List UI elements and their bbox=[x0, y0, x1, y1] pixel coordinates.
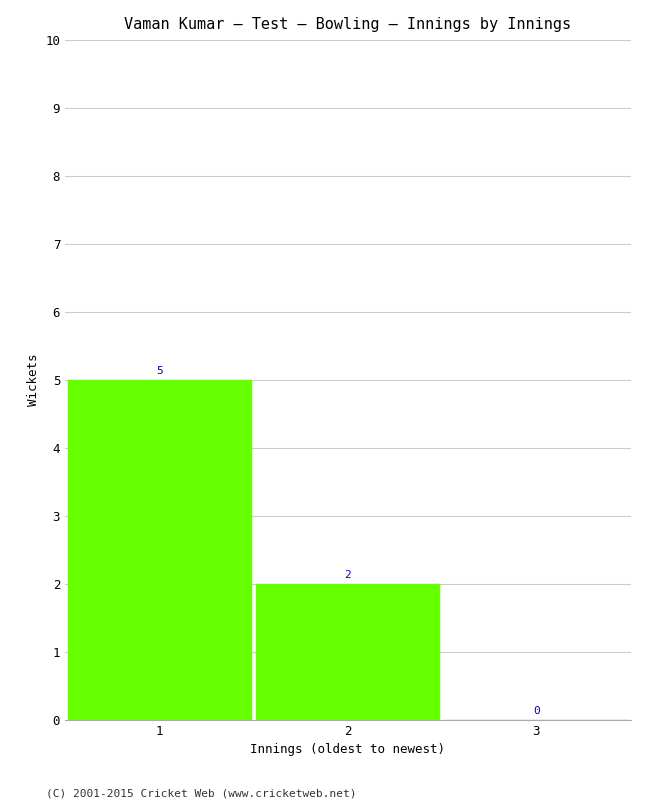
Title: Vaman Kumar – Test – Bowling – Innings by Innings: Vaman Kumar – Test – Bowling – Innings b… bbox=[124, 17, 571, 32]
Text: (C) 2001-2015 Cricket Web (www.cricketweb.net): (C) 2001-2015 Cricket Web (www.cricketwe… bbox=[46, 788, 356, 798]
Text: 0: 0 bbox=[533, 706, 540, 716]
Bar bbox=[256, 584, 439, 720]
Text: 2: 2 bbox=[344, 570, 351, 580]
Bar bbox=[68, 380, 251, 720]
Y-axis label: Wickets: Wickets bbox=[27, 354, 40, 406]
Text: 5: 5 bbox=[156, 366, 162, 376]
X-axis label: Innings (oldest to newest): Innings (oldest to newest) bbox=[250, 743, 445, 757]
